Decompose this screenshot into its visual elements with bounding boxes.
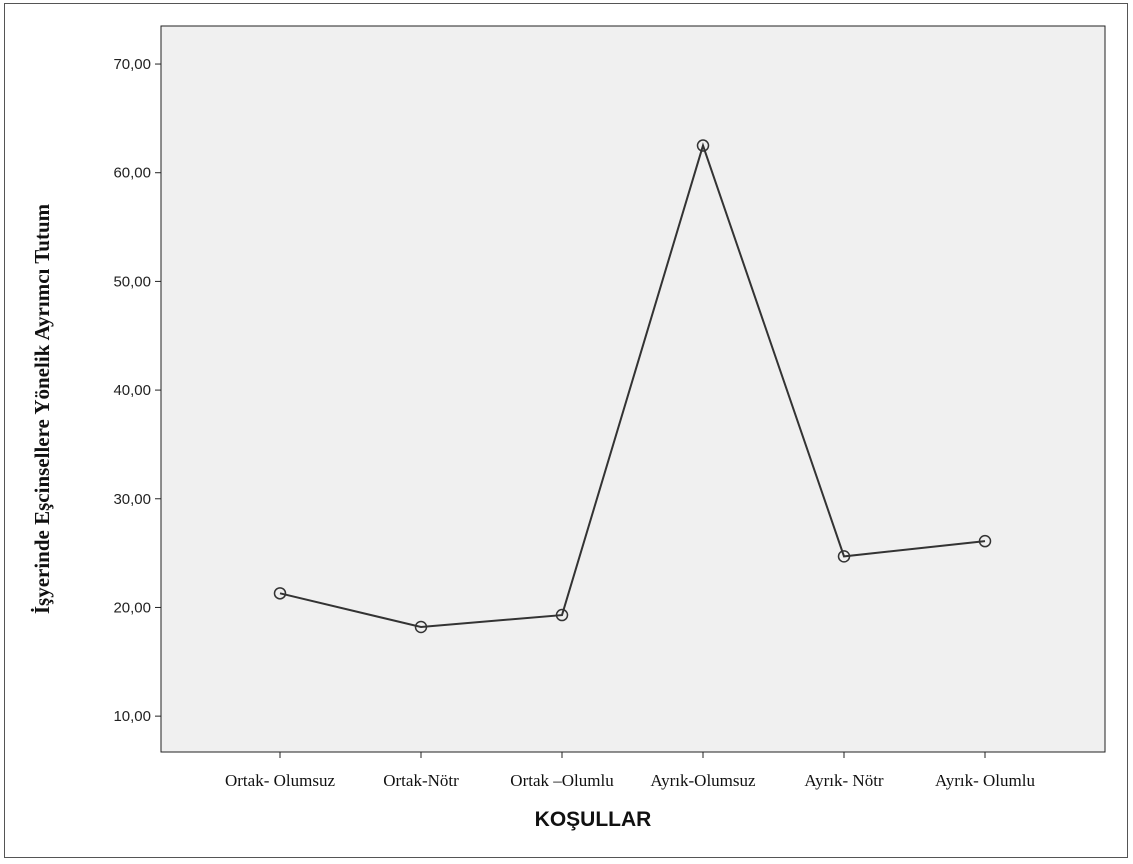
data-point xyxy=(555,608,569,622)
series-layer xyxy=(273,139,992,634)
y-tick-label: 50,00 xyxy=(113,273,151,290)
chart-frame: 10,00 20,00 30,00 40,00 50,00 60,00 70,00 Orta… xyxy=(4,3,1128,858)
y-tick-label: 10,00 xyxy=(113,708,151,725)
y-axis: 10,00 20,00 30,00 40,00 50,00 60,00 70,00 xyxy=(113,56,161,725)
x-tick-label: Ortak –Olumlu xyxy=(510,771,614,790)
x-axis: Ortak- Olumsuz Ortak-Nötr Ortak –Olumlu Ayr… xyxy=(225,752,1035,790)
x-tick-label: Ayrık- Olumlu xyxy=(935,771,1035,790)
y-tick-label: 70,00 xyxy=(113,56,151,73)
series-line xyxy=(279,142,986,629)
data-point xyxy=(696,139,710,152)
line-chart: 10,00 20,00 30,00 40,00 50,00 60,00 70,00 Orta… xyxy=(30,25,1106,831)
x-axis-label: KOŞULLAR xyxy=(535,808,652,831)
data-point xyxy=(837,550,851,563)
x-tick-label: Ayrık- Nötr xyxy=(804,771,884,790)
plot-area xyxy=(160,25,1106,753)
y-axis-label: İşyerinde Eşcinsellere Yönelik Ayrımcı T… xyxy=(30,203,54,614)
x-tick-label: Ortak-Nötr xyxy=(383,771,459,790)
y-tick-label: 30,00 xyxy=(113,491,151,508)
y-tick-label: 40,00 xyxy=(113,382,151,399)
x-tick-label: Ayrık-Olumsuz xyxy=(650,771,756,790)
y-tick-label: 20,00 xyxy=(113,599,151,616)
data-point xyxy=(414,620,428,634)
x-tick-label: Ortak- Olumsuz xyxy=(225,771,335,790)
data-point xyxy=(273,587,287,600)
y-tick-label: 60,00 xyxy=(113,165,151,182)
data-point xyxy=(978,534,992,548)
